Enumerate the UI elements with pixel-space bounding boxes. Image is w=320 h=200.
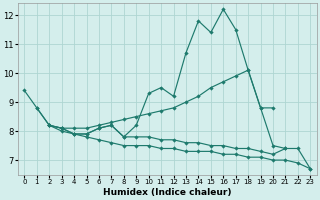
X-axis label: Humidex (Indice chaleur): Humidex (Indice chaleur): [103, 188, 232, 197]
